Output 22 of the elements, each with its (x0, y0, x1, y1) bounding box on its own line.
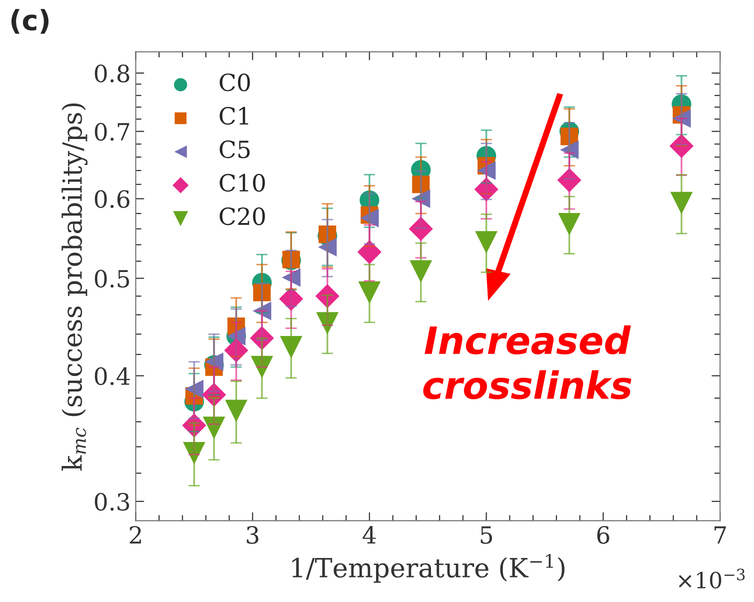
y-tick-label: 0.3 (94, 492, 130, 511)
legend-label: C0 (220, 73, 250, 92)
x-tick-label: 4 (362, 526, 376, 544)
text: (c) (11, 9, 49, 34)
x-tick-label: 5 (480, 526, 492, 544)
x-tick-label: 7 (714, 526, 726, 544)
x-tick-label: 3 (246, 526, 258, 544)
legend-label: C20 (220, 207, 265, 226)
annotation: Increased crosslinks (423, 325, 632, 400)
y-tick-label: 0.7 (94, 122, 130, 141)
text: ×10$^{−3}$ (678, 568, 745, 589)
y-tick-label: 0.6 (94, 190, 130, 208)
y-tick-label: 0.4 (94, 367, 130, 386)
legend-label: C10 (220, 174, 265, 192)
x-axis-title: 1/Temperature (K$^{−1}$) (292, 554, 564, 583)
legend-label: C1 (220, 106, 248, 125)
legend-label: C5 (220, 140, 250, 158)
x-tick-label: 6 (597, 526, 610, 544)
y-tick-label: 0.8 (94, 64, 130, 82)
y-axis-title: k$_{mc}$ (success probability/ps) (62, 103, 88, 471)
y-tick-label: 0.5 (94, 270, 130, 288)
x-tick-label: 2 (130, 526, 141, 544)
